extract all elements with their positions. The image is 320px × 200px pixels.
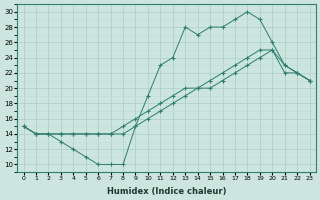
X-axis label: Humidex (Indice chaleur): Humidex (Indice chaleur) (107, 187, 226, 196)
